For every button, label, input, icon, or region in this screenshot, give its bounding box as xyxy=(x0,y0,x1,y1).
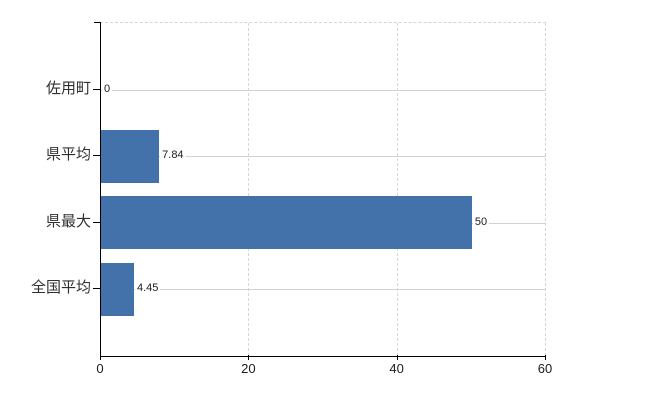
x-axis-tick xyxy=(100,355,101,360)
category-label: 全国平均 xyxy=(30,279,91,297)
bar-県最大 xyxy=(101,196,472,250)
category-tick xyxy=(93,221,100,223)
value-label: 7.84 xyxy=(160,149,186,163)
x-axis-tick xyxy=(545,355,546,360)
value-label: 0 xyxy=(102,82,113,96)
x-axis-tick xyxy=(396,355,398,360)
category-tick xyxy=(93,288,100,290)
category-row-line xyxy=(101,289,546,291)
value-label: 4.45 xyxy=(135,282,161,296)
category-tick xyxy=(93,88,100,90)
gridline-x-20 xyxy=(248,23,250,356)
plot-area: 0 7.84 50 4.45 xyxy=(100,22,546,357)
x-axis-tick-label: 20 xyxy=(241,361,256,376)
category-label: 佐用町 xyxy=(45,79,91,97)
x-axis-tick-label: 60 xyxy=(537,361,553,376)
value-label: 50 xyxy=(472,215,490,229)
category-row-line xyxy=(101,89,546,91)
gridline-x-60 xyxy=(545,23,546,356)
category-label: 県最大 xyxy=(45,212,91,230)
category-tick xyxy=(93,155,100,157)
category-label: 県平均 xyxy=(45,146,91,164)
x-axis-tick-label: 0 xyxy=(96,361,104,376)
category-row-line xyxy=(101,156,546,158)
x-axis-tick-label: 40 xyxy=(389,361,404,376)
y-axis-end-tick xyxy=(94,22,101,23)
bar-全国平均 xyxy=(101,262,134,316)
bar-県平均 xyxy=(101,129,160,183)
x-axis-tick xyxy=(248,355,250,360)
gridline-x-40 xyxy=(396,23,398,356)
